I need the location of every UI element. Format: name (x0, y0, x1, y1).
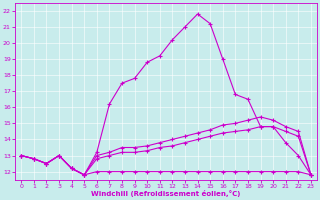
X-axis label: Windchill (Refroidissement éolien,°C): Windchill (Refroidissement éolien,°C) (92, 190, 241, 197)
